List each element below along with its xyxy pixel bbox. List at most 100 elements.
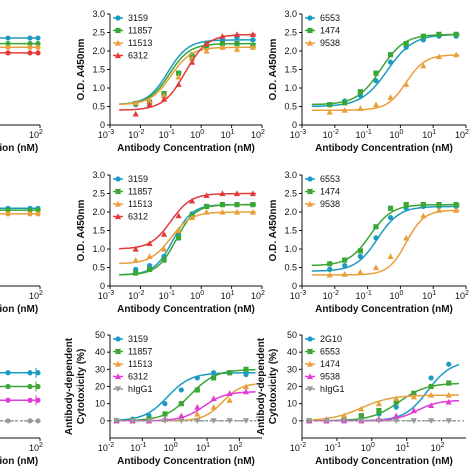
fit-curve xyxy=(119,192,256,250)
data-point xyxy=(27,211,33,217)
data-point xyxy=(160,245,168,252)
series-tail xyxy=(0,367,41,378)
data-point xyxy=(393,412,400,419)
legend-label: 6312 xyxy=(128,51,148,61)
y-tick-label: 0.5 xyxy=(92,263,105,273)
x-tick-exponent: -2 xyxy=(138,129,144,136)
data-point xyxy=(194,387,200,393)
x-tick-exponent: 0 xyxy=(174,442,178,449)
x-tick-exponent: -1 xyxy=(335,442,341,449)
series-6312: 6312 xyxy=(113,31,256,117)
legend-marker xyxy=(115,348,121,355)
y-tick-label: 1.5 xyxy=(92,226,105,236)
legend-label: 1474 xyxy=(320,26,340,36)
data-point xyxy=(393,404,399,410)
data-point xyxy=(358,405,365,412)
chart-panel-1: 00.51.01.52.02.53.010-3 10-2 10-1 100 101 102… xyxy=(76,9,265,154)
y-tick-label: 20 xyxy=(95,382,105,392)
data-point xyxy=(35,397,41,403)
x-tick-label: 10-1 xyxy=(130,442,146,453)
y-tick-label: 2.0 xyxy=(92,207,105,217)
data-point xyxy=(203,47,210,54)
data-point xyxy=(203,208,210,215)
y-tick-label: 10 xyxy=(287,399,297,409)
legend-marker xyxy=(115,15,121,21)
data-point xyxy=(387,52,394,58)
x-tick-label: 10-1 xyxy=(355,129,371,140)
data-point xyxy=(420,212,427,219)
x-axis-label: Antibody Concentration (nM) xyxy=(315,456,453,467)
x-tick-exponent: 2 xyxy=(238,442,242,449)
data-point xyxy=(358,413,364,419)
x-tick-exponent: -1 xyxy=(365,290,371,297)
y-axis-label: Antibody-dependent xyxy=(256,337,267,435)
data-point xyxy=(178,418,185,424)
x-axis-label: Antibody Concentration (nM) xyxy=(315,304,453,315)
data-point xyxy=(5,370,11,376)
x-tick-label: 10-1 xyxy=(355,290,371,301)
fit-curve xyxy=(312,394,459,421)
legend-label: 3159 xyxy=(128,174,148,184)
data-point xyxy=(375,418,383,424)
x-tick-exponent: 1 xyxy=(432,129,436,136)
y-tick-label: 0.5 xyxy=(284,102,297,112)
x-tick-label: 10-1 xyxy=(325,442,341,453)
x-tick-label: 102 xyxy=(455,129,469,140)
y-tick-label: 30 xyxy=(287,364,297,374)
y-tick-label: 50 xyxy=(95,330,105,340)
fit-curve xyxy=(311,209,460,276)
y-tick-label: 3.0 xyxy=(92,9,105,19)
data-point xyxy=(373,70,379,76)
data-point xyxy=(175,235,182,241)
data-point xyxy=(420,62,427,69)
data-point xyxy=(393,418,400,424)
x-tick-label: 102 xyxy=(29,129,43,140)
data-point xyxy=(175,227,182,234)
data-point xyxy=(27,397,33,403)
x-tick-exponent: 1 xyxy=(231,129,235,136)
fit-curve xyxy=(119,39,256,105)
data-point xyxy=(233,208,241,215)
data-point xyxy=(219,41,226,47)
data-point xyxy=(146,266,153,272)
data-point xyxy=(175,81,182,87)
legend-marker xyxy=(115,27,121,34)
data-point xyxy=(327,102,333,108)
x-tick-exponent: -1 xyxy=(365,129,371,136)
legend-marker xyxy=(306,200,314,207)
fit-curve xyxy=(311,205,460,272)
series-tail xyxy=(0,41,41,47)
y-axis-label: O.D. A450nm xyxy=(268,199,279,261)
legend-marker xyxy=(307,15,313,21)
data-point xyxy=(27,35,33,41)
data-point xyxy=(453,207,460,213)
chart-panel-6: 102 tion (nM) xyxy=(0,367,43,467)
legend-label: 11857 xyxy=(128,26,152,36)
data-point xyxy=(420,202,426,208)
legend-label: 6553 xyxy=(320,347,340,357)
x-tick-label: 10-2 xyxy=(290,442,306,453)
legend-label: hIgG1 xyxy=(128,384,153,394)
data-point xyxy=(219,202,226,208)
data-point xyxy=(393,399,399,405)
data-point xyxy=(342,263,348,269)
data-point xyxy=(373,235,379,241)
data-point xyxy=(428,375,434,381)
y-tick-label: 3.0 xyxy=(284,170,297,180)
y-tick-label: 0 xyxy=(100,416,105,426)
y-tick-label: 1.5 xyxy=(92,65,105,75)
legend-label: 11513 xyxy=(128,199,152,209)
x-tick-exponent: -3 xyxy=(300,290,306,297)
data-point xyxy=(387,59,394,65)
y-tick-label: 0 xyxy=(100,281,105,291)
legend-marker xyxy=(307,27,313,34)
x-axis-label: Antibody Concentration (nM) xyxy=(315,143,453,154)
x-tick-exponent: 0 xyxy=(399,129,403,136)
data-point xyxy=(249,44,256,50)
x-axis-label: tion (nM) xyxy=(0,143,38,154)
x-tick-exponent: 2 xyxy=(261,129,265,136)
x-axis-label: Antibody Concentration (nM) xyxy=(117,304,255,315)
data-point xyxy=(446,361,452,367)
